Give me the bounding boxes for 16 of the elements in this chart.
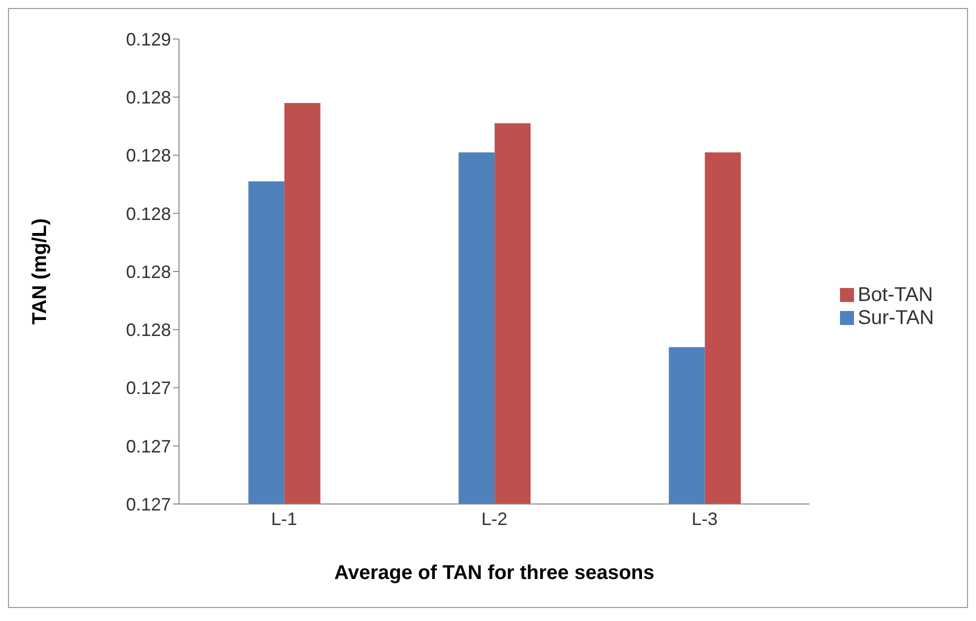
y-tick-label: 0.129 [126,29,171,50]
x-tick-label: L-2 [481,508,508,529]
y-tick-label: 0.127 [126,436,171,456]
y-tick-label: 0.128 [126,88,171,108]
y-tick-label: 0.128 [126,262,171,282]
y-tick-label: 0.128 [126,204,171,224]
x-axis-title: Average of TAN for three seasons [334,562,654,584]
y-tick-label: 0.127 [126,378,171,398]
x-tick-label: L-3 [692,508,718,529]
legend-label: Sur-TAN [858,306,934,328]
y-tick-label: 0.128 [126,146,171,166]
y-axis-title: TAN (mg/L) [29,218,52,325]
x-tick-label: L-1 [271,508,298,529]
y-tick-label: 0.128 [126,320,171,340]
y-tick-label: 0.127 [126,494,171,514]
legend-label: Bot-TAN [858,284,933,306]
